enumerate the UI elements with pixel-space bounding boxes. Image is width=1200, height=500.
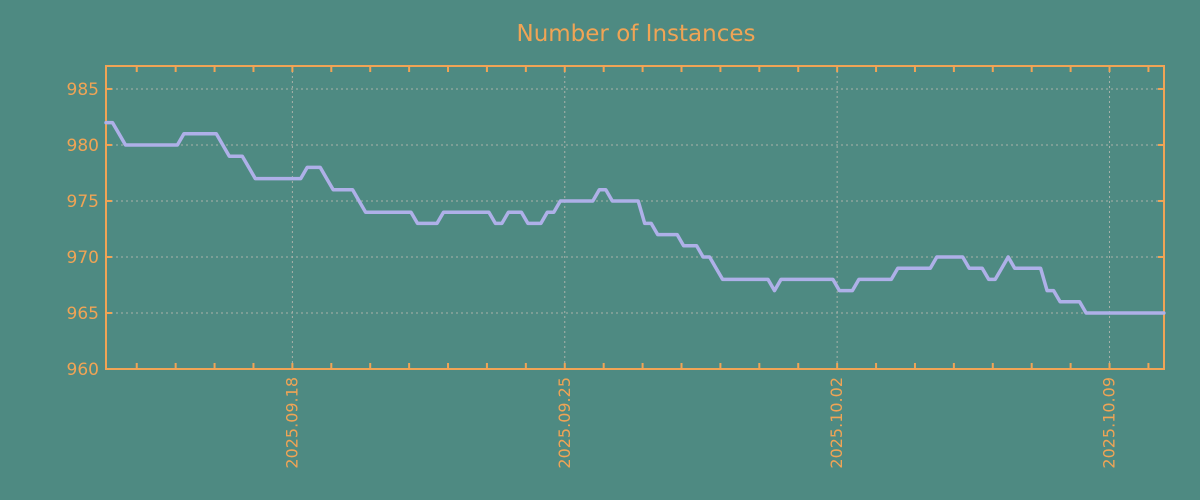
y-tick-label: 965	[67, 304, 99, 324]
x-tick-label: 2025.10.02	[827, 377, 846, 469]
chart-title: Number of Instances	[517, 21, 756, 47]
y-tick-label: 980	[67, 136, 99, 156]
series-instances	[104, 120, 1166, 315]
x-tick-label: 2025.10.09	[1100, 377, 1119, 469]
x-tick-label: 2025.09.25	[555, 377, 574, 469]
y-tick-label: 975	[67, 192, 99, 212]
x-tick-label: 2025.09.18	[282, 377, 301, 469]
y-tick-label: 985	[67, 80, 99, 100]
y-tick-label: 960	[67, 360, 99, 380]
plot-layers: 960 965 970 975 980 985 2025.09.18 2025.09.25 20…	[67, 65, 1166, 469]
plot-border	[105, 65, 1165, 370]
y-tick-label: 970	[67, 248, 99, 268]
